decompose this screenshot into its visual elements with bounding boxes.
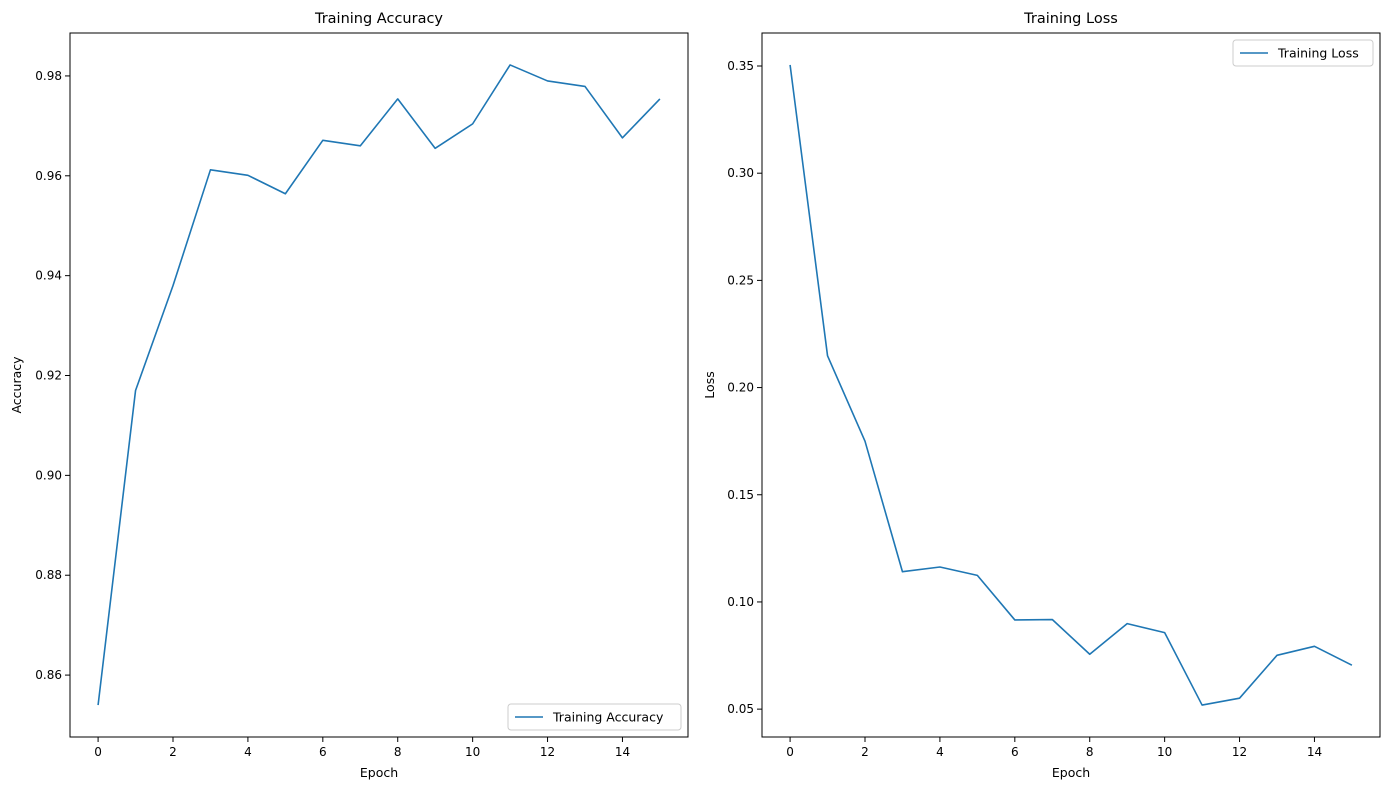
legend-box — [1232, 39, 1374, 67]
x-tick-label: 2 — [169, 745, 177, 759]
x-tick-label: 0 — [94, 745, 102, 759]
x-tick-label: 10 — [465, 745, 480, 759]
x-tick-label: 4 — [936, 745, 944, 759]
x-tick-label: 6 — [319, 745, 327, 759]
chart-title: Training Loss — [1023, 11, 1118, 27]
y-tick-label: 0.30 — [727, 166, 754, 180]
legend: Training Accuracy — [507, 703, 682, 731]
y-tick-label: 0.35 — [727, 59, 754, 73]
x-ticks: 0 2 4 6 8 10 12 14 — [786, 737, 1322, 759]
series-line-0 — [789, 64, 1353, 706]
series-line-0 — [97, 64, 661, 706]
y-tick-label: 0.98 — [35, 69, 62, 83]
y-tick-label: 0.90 — [35, 468, 62, 482]
x-tick-label: 12 — [540, 745, 555, 759]
x-tick-label: 2 — [861, 745, 869, 759]
loss-chart: Training Loss 0 2 4 6 8 10 12 14 0.050.100.150.… — [702, 11, 1381, 780]
chart-title: Training Accuracy — [314, 11, 443, 27]
y-tick-label: 0.25 — [727, 273, 754, 287]
y-tick-label: 0.20 — [727, 381, 754, 395]
legend-label: Training Loss — [1277, 46, 1359, 61]
x-tick-label: 8 — [394, 745, 402, 759]
x-tick-label: 4 — [244, 745, 252, 759]
legend: Training Loss — [1232, 39, 1374, 67]
y-tick-label: 0.92 — [35, 369, 62, 383]
y-ticks: 0.05 0.10 0.15 0.20 0.25 0.30 0.35 — [727, 59, 762, 716]
x-axis-label: Epoch — [360, 765, 398, 780]
x-tick-label: 14 — [615, 745, 630, 759]
y-axis-label: Loss — [702, 371, 717, 398]
legend-box — [507, 703, 682, 731]
x-tick-label: 8 — [1086, 745, 1094, 759]
x-axis-label: Epoch — [1052, 765, 1090, 780]
x-tick-label: 0 — [786, 745, 794, 759]
x-tick-label: 6 — [1011, 745, 1019, 759]
x-tick-label: 10 — [1157, 745, 1172, 759]
y-tick-label: 0.15 — [727, 488, 754, 502]
y-tick-label: 0.88 — [35, 568, 62, 582]
x-tick-label: 14 — [1307, 745, 1322, 759]
y-axis-label: Accuracy — [9, 356, 24, 414]
y-tick-label: 0.05 — [727, 702, 754, 716]
x-ticks: 0 2 4 6 8 10 12 14 — [94, 737, 630, 759]
x-tick-label: 12 — [1232, 745, 1247, 759]
plot-frame — [69, 32, 689, 738]
y-tick-label: 0.86 — [35, 668, 62, 682]
accuracy-chart: Training Accuracy 0 2 4 6 8 10 12 14 0.860.880.… — [9, 11, 689, 780]
y-tick-label: 0.10 — [727, 595, 754, 609]
y-tick-label: 0.94 — [35, 269, 62, 283]
plot-frame — [761, 32, 1381, 738]
y-ticks: 0.86 0.88 0.90 0.92 0.94 0.96 0.98 — [35, 69, 70, 682]
legend-label: Training Accuracy — [552, 710, 664, 725]
accuracy-marks — [97, 64, 661, 706]
loss-marks — [789, 64, 1353, 706]
y-tick-label: 0.96 — [35, 169, 62, 183]
